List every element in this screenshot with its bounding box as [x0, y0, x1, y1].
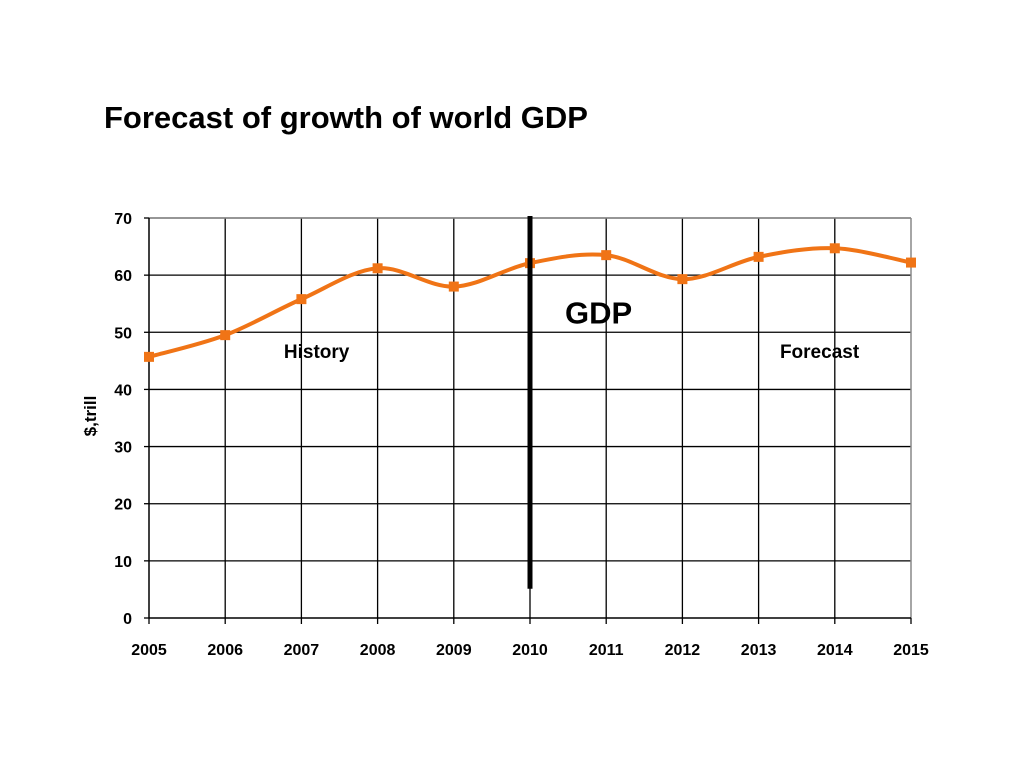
x-tick-label: 2007: [284, 642, 320, 659]
gdp-data-point: [296, 294, 307, 305]
y-tick-label: 70: [114, 211, 132, 228]
annotation-forecast: Forecast: [780, 342, 860, 363]
y-tick-label: 10: [114, 554, 132, 571]
gdp-data-point: [448, 281, 459, 292]
axis-layer: 0 10 20 30 40 50 60 70 2005 2006 2007 2008 2009 2010 2…: [81, 211, 929, 659]
y-tick-label: 30: [114, 440, 132, 457]
annotation-gdp: GDP: [565, 296, 632, 331]
y-tick-label: 0: [123, 611, 132, 628]
x-tick-label: 2008: [360, 642, 396, 659]
x-tick-label: 2011: [589, 642, 624, 659]
annotation-layer: History Forecast GDP: [284, 216, 860, 589]
y-tick-label: 40: [114, 382, 132, 399]
x-tick-label: 2005: [131, 642, 167, 659]
gdp-data-point: [753, 251, 764, 262]
chart-title: Forecast of growth of world GDP: [104, 100, 588, 135]
y-tick-label: 20: [114, 497, 132, 514]
gdp-data-point: [372, 263, 383, 274]
x-tick-label: 2009: [436, 642, 472, 659]
y-axis-label: $,trill: [81, 396, 100, 437]
annotation-history: History: [284, 342, 350, 363]
x-tick-label: 2006: [207, 642, 243, 659]
gdp-data-point: [220, 330, 231, 341]
gdp-data-point: [677, 274, 688, 285]
x-tick-label: 2012: [665, 642, 701, 659]
x-tick-label: 2014: [817, 642, 853, 659]
gdp-data-point: [906, 257, 916, 268]
gdp-data-point: [601, 250, 612, 261]
gdp-data-point: [144, 351, 154, 362]
x-tick-label: 2013: [741, 642, 777, 659]
y-tick-label: 60: [114, 268, 132, 285]
y-tick-label: 50: [114, 325, 132, 342]
x-tick-label: 2010: [512, 642, 548, 659]
x-tick-label: 2015: [893, 642, 929, 659]
gdp-data-point: [829, 243, 840, 254]
